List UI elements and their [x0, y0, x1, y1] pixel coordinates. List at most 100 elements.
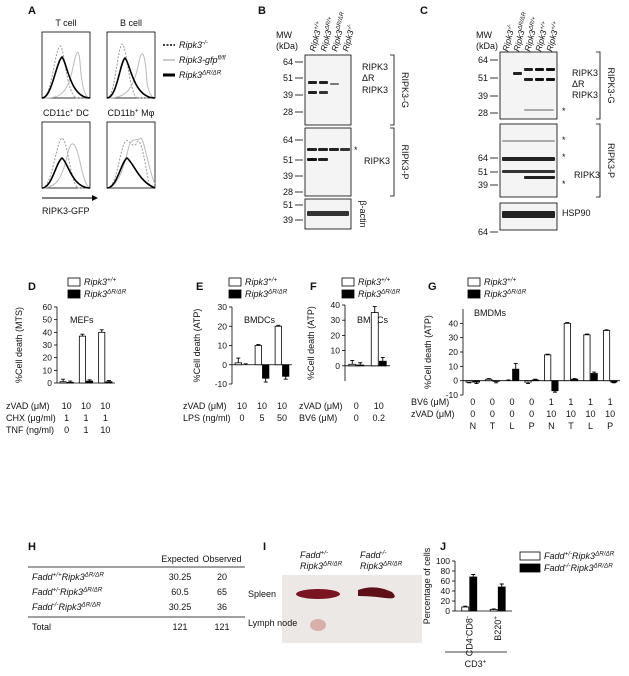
blot-band: [524, 176, 555, 179]
histogram-curves: [106, 137, 156, 189]
table-cell: 121: [214, 622, 229, 632]
bar: [551, 380, 559, 392]
y-tick-label: 0: [453, 376, 458, 386]
panel-letter: F: [310, 281, 317, 293]
y-axis-label: %Cell death (ATP): [192, 309, 202, 383]
band-label: *: [562, 135, 566, 145]
legend-swatch: [67, 289, 81, 299]
mw-marker: 51: [478, 167, 488, 177]
y-tick-label: 30: [218, 302, 228, 312]
x-tick-label: P: [529, 421, 535, 431]
x-tick-label: 10: [566, 409, 576, 419]
y-tick-label: 0: [47, 378, 52, 388]
x-tick-label: 10: [586, 409, 596, 419]
error-bar: [106, 380, 111, 382]
superscript: -/-: [565, 563, 571, 570]
text-part: Ripk3: [84, 289, 107, 299]
text-part: Ripk3: [62, 572, 85, 582]
y-tick-label: 30: [331, 315, 341, 325]
x-tick-label: 10: [100, 401, 110, 411]
table-cell: Fadd+/+Ripk3ΔR/ΔR: [32, 572, 104, 583]
bar: [282, 364, 290, 377]
mw-marker: 28: [478, 108, 488, 118]
legend-label: Ripk3+/+: [484, 277, 516, 288]
subtitle: BMDMs: [474, 308, 506, 318]
blot-band: [308, 91, 317, 94]
legend-label: Ripk3+/+: [84, 277, 116, 288]
error-bar: [471, 574, 476, 577]
error-bar: [611, 382, 616, 384]
bar: [348, 363, 357, 367]
legend-swatch: [341, 289, 355, 299]
y-tick-label: -10: [215, 379, 228, 389]
error-bar: [243, 363, 248, 365]
y-tick-label: 50: [43, 315, 53, 325]
histogram-curves: [41, 45, 91, 99]
band-label: *: [562, 106, 566, 116]
superscript: ΔR/ΔR: [201, 70, 222, 77]
error-bar: [283, 376, 288, 380]
bracket: [390, 127, 395, 197]
x-tick-label: 50: [277, 413, 287, 423]
bar: [583, 334, 591, 382]
blot-band: [330, 83, 339, 85]
band-label: *: [354, 145, 358, 155]
histogram-curve: [106, 140, 156, 189]
y-tick-label: 30: [449, 333, 459, 343]
text-part: Ripk3: [572, 551, 595, 561]
y-tick-label: 20: [43, 353, 53, 363]
y-axis-label: %Cell death (ATP): [423, 315, 433, 389]
superscript: +: [492, 616, 499, 620]
histogram-frame: [41, 31, 91, 99]
blot-band: [307, 158, 317, 161]
y-axis-label: Percentage of cells: [422, 547, 432, 624]
superscript: +/+: [53, 572, 62, 579]
x-tick-label: 0: [529, 397, 534, 407]
mw-label: (kDa): [276, 41, 298, 51]
mw-label: MW: [276, 30, 292, 40]
legend-label: Fadd-/-Ripk3ΔR/ΔR: [544, 563, 613, 574]
table-cell: Fadd+/-Ripk3ΔR/ΔR: [32, 587, 103, 598]
genotype-label: Ripk3ΔR/ΔR: [360, 561, 403, 572]
superscript: ΔR/ΔR: [382, 561, 403, 568]
bar: [590, 373, 598, 382]
bar: [98, 331, 106, 384]
legend-label: Ripk3+/+: [245, 277, 277, 288]
x-tick-label: 1: [83, 425, 88, 435]
text-part: Ripk3: [179, 40, 202, 50]
x-tick-label: 0: [510, 409, 515, 419]
y-tick-label: 10: [218, 341, 228, 351]
histogram-curve: [106, 56, 156, 99]
text-part: CD3: [465, 659, 483, 669]
bar: [66, 381, 74, 384]
bar: [356, 364, 365, 367]
y-tick-label: 100: [436, 556, 450, 566]
spleen-photo: [358, 587, 395, 599]
superscript: +/+: [107, 277, 116, 284]
bar: [485, 378, 493, 382]
superscript: -/-: [202, 40, 208, 47]
bar: [105, 381, 113, 384]
subtitle: MEFs: [70, 315, 94, 325]
y-tick-label: 20: [441, 596, 451, 606]
x-tick-label: 10: [277, 401, 287, 411]
x-tick-label: N: [548, 421, 555, 431]
histogram-curve: [41, 157, 91, 189]
bar: [489, 609, 498, 612]
mw-marker: 39: [283, 171, 293, 181]
x-tick-label: CD4-CD8-: [464, 616, 475, 656]
bar: [378, 360, 387, 367]
bar: [254, 345, 262, 366]
error-bar: [256, 344, 261, 346]
panel-letter: G: [428, 281, 437, 293]
blot-band: [319, 91, 328, 94]
text-part: Ripk3: [60, 587, 83, 597]
row-label: zVAD (μM): [183, 401, 227, 411]
blot-name: RIPK3-G: [400, 72, 410, 108]
spleen-photo: [296, 589, 340, 599]
organ-label: Lymph node: [248, 618, 297, 628]
band-label: *: [562, 152, 566, 162]
x-tick-label: 10: [237, 401, 247, 411]
blot-band: [329, 148, 339, 151]
